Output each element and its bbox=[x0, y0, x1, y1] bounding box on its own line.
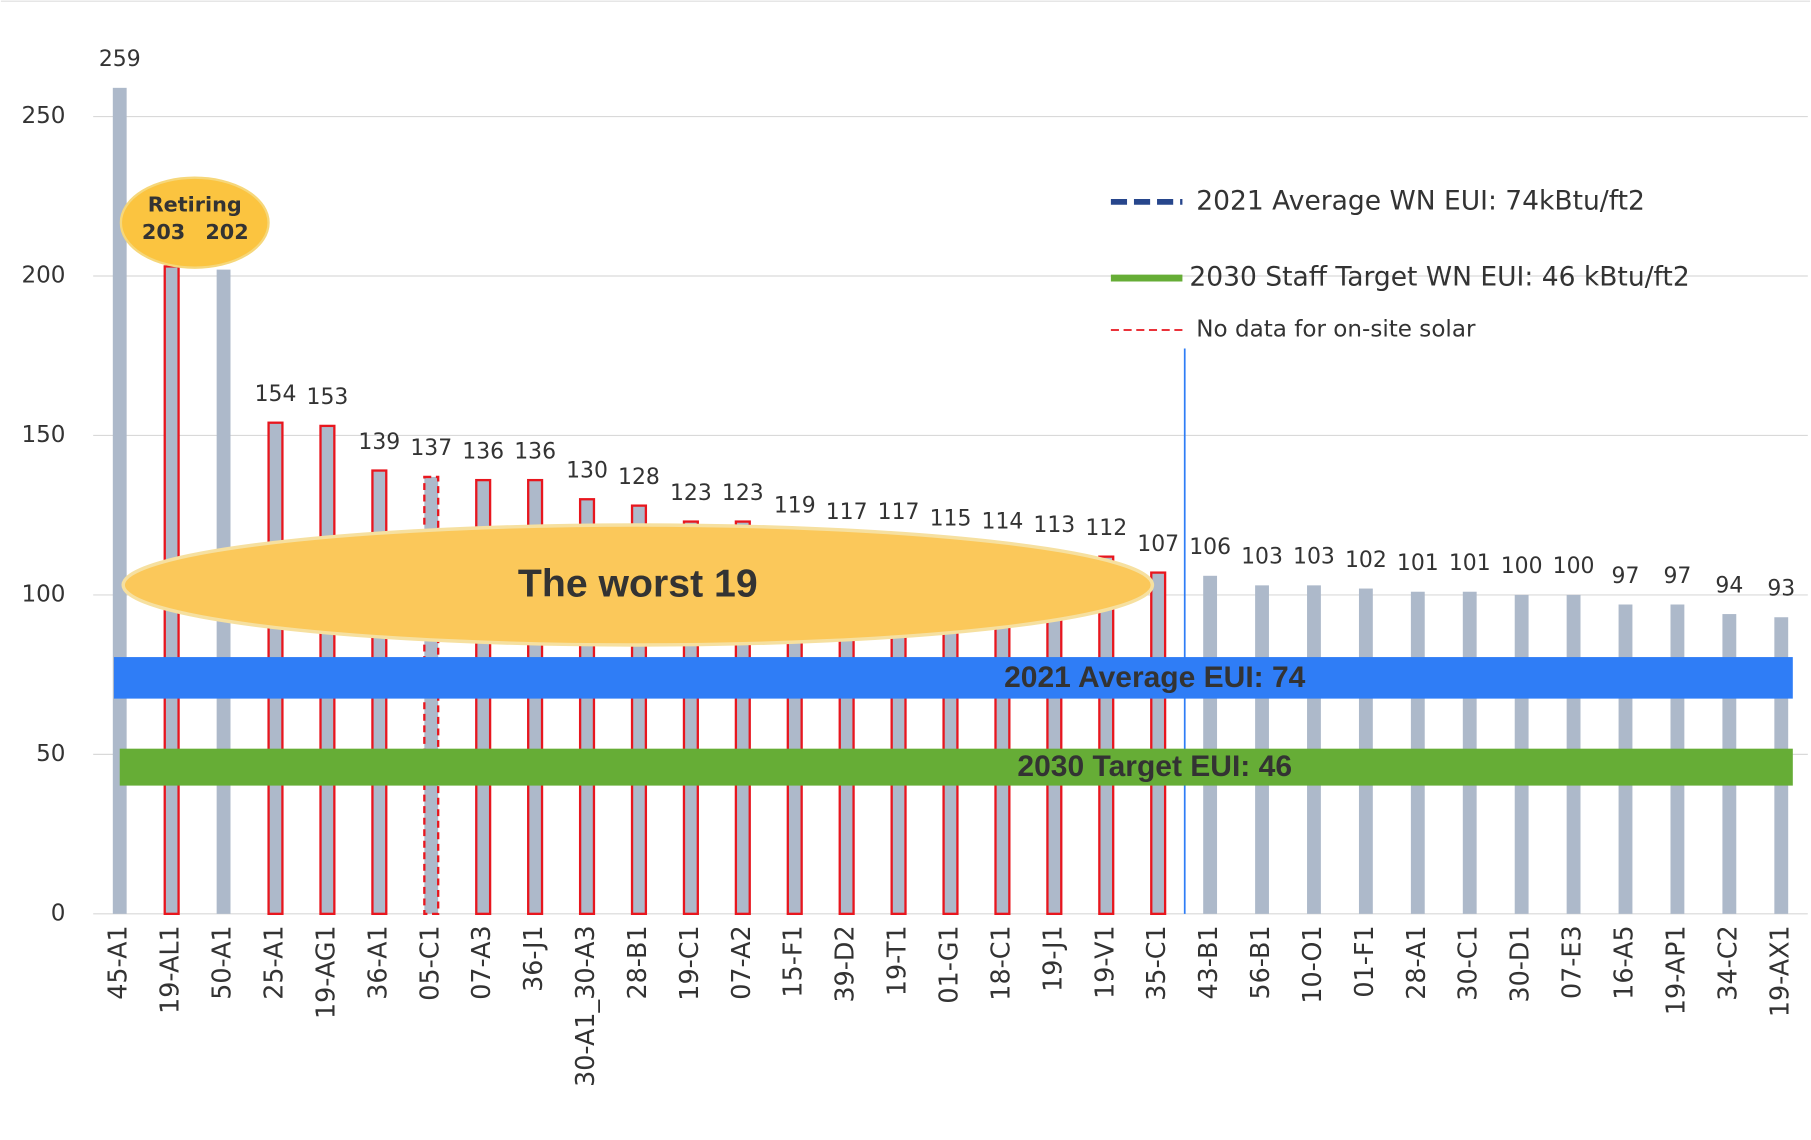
value-label: 106 bbox=[1189, 535, 1231, 560]
value-label: 102 bbox=[1345, 548, 1387, 573]
value-label: 128 bbox=[618, 465, 660, 490]
value-label: 114 bbox=[982, 510, 1024, 535]
x-tick-label: 18-C1 bbox=[985, 925, 1015, 1000]
x-tick-label: 19-V1 bbox=[1089, 925, 1119, 998]
x-tick-label: 19-AL1 bbox=[155, 925, 185, 1014]
value-label: 119 bbox=[774, 494, 816, 519]
value-label: 115 bbox=[930, 506, 972, 531]
callout bbox=[119, 176, 270, 269]
bar bbox=[1203, 575, 1218, 914]
value-label: 107 bbox=[1137, 532, 1179, 557]
x-tick-label: 30-D1 bbox=[1505, 925, 1535, 1002]
bar bbox=[112, 87, 127, 914]
value-label: 130 bbox=[566, 459, 608, 484]
x-tick-label: 45-A1 bbox=[103, 925, 133, 999]
value-label: 123 bbox=[722, 481, 764, 506]
value-label: 154 bbox=[255, 382, 297, 407]
value-label: 101 bbox=[1449, 551, 1491, 576]
y-tick-label: 200 bbox=[21, 263, 65, 289]
reference-band bbox=[113, 657, 1793, 699]
x-tick-label: 19-AX1 bbox=[1764, 925, 1794, 1017]
annotation: The worst 19 bbox=[518, 562, 758, 606]
x-tick-label: 01-F1 bbox=[1349, 925, 1379, 997]
x-tick-label: 07-E3 bbox=[1557, 925, 1587, 999]
x-tick-label: 28-B1 bbox=[622, 925, 652, 999]
value-label: 100 bbox=[1553, 554, 1595, 579]
value-label: 101 bbox=[1397, 551, 1439, 576]
x-tick-label: 36-J1 bbox=[518, 925, 548, 991]
value-label: 139 bbox=[358, 430, 400, 455]
value-label: 259 bbox=[99, 47, 141, 72]
x-tick-label: 50-A1 bbox=[207, 925, 237, 999]
x-tick-label: 35-C1 bbox=[1141, 925, 1171, 1000]
value-label: 136 bbox=[462, 439, 504, 464]
value-label: 136 bbox=[514, 439, 556, 464]
x-tick-label: 19-J1 bbox=[1037, 925, 1067, 992]
legend-label: 2021 Average WN EUI: 74kBtu/ft2 bbox=[1196, 185, 1645, 216]
x-tick-label: 30-A1_30-A3 bbox=[570, 925, 600, 1086]
x-tick-label: 01-G1 bbox=[934, 925, 964, 1003]
y-tick-label: 150 bbox=[21, 422, 65, 448]
x-tick-label: 28-A1 bbox=[1401, 925, 1431, 999]
value-label: 94 bbox=[1715, 573, 1743, 598]
x-tick-label: 43-B1 bbox=[1193, 925, 1223, 999]
x-tick-label: 16-A5 bbox=[1608, 925, 1638, 999]
y-tick-label: 100 bbox=[21, 581, 65, 607]
y-tick-label: 250 bbox=[21, 103, 65, 129]
x-tick-label: 19-AG1 bbox=[310, 925, 340, 1019]
legend-label: No data for on-site solar bbox=[1196, 317, 1476, 343]
value-label: 123 bbox=[670, 481, 712, 506]
x-tick-label: 10-O1 bbox=[1297, 925, 1327, 1003]
value-label: 202 bbox=[205, 220, 248, 244]
x-tick-label: 36-A1 bbox=[362, 925, 392, 999]
value-label: 103 bbox=[1293, 545, 1335, 570]
value-label: 93 bbox=[1767, 577, 1795, 602]
x-tick-label: 25-A1 bbox=[259, 925, 289, 999]
reference-band bbox=[119, 748, 1793, 786]
bar bbox=[1098, 555, 1115, 915]
value-label: 153 bbox=[307, 385, 349, 410]
x-tick-label: 19-T1 bbox=[882, 925, 912, 996]
x-tick-label: 39-D2 bbox=[830, 925, 860, 1002]
value-label: 112 bbox=[1085, 516, 1127, 541]
value-label: 137 bbox=[410, 436, 452, 461]
x-tick-label: 34-C2 bbox=[1712, 925, 1742, 1000]
x-tick-label: 19-C1 bbox=[674, 925, 704, 1000]
x-tick-label: 07-A3 bbox=[466, 925, 496, 999]
value-label: 117 bbox=[878, 500, 920, 525]
value-label: 97 bbox=[1663, 564, 1691, 589]
x-tick-label: 30-C1 bbox=[1453, 925, 1483, 1000]
value-label: 97 bbox=[1612, 564, 1640, 589]
reference-label: 2021 Average EUI: 74 bbox=[1004, 661, 1306, 694]
x-tick-label: 56-B1 bbox=[1245, 925, 1275, 999]
annotation: Retiring bbox=[148, 192, 242, 216]
x-tick-label: 19-AP1 bbox=[1660, 925, 1690, 1015]
y-tick-label: 0 bbox=[51, 900, 66, 926]
value-label: 117 bbox=[826, 500, 868, 525]
x-tick-label: 05-C1 bbox=[414, 925, 444, 1000]
callout bbox=[121, 523, 1155, 647]
legend-label: 2030 Staff Target WN EUI: 46 kBtu/ft2 bbox=[1189, 262, 1689, 293]
value-label: 203 bbox=[142, 220, 185, 244]
x-tick-label: 07-A2 bbox=[726, 925, 756, 999]
value-label: 103 bbox=[1241, 545, 1283, 570]
y-tick-label: 50 bbox=[36, 741, 65, 767]
reference-label: 2030 Target EUI: 46 bbox=[1017, 750, 1292, 783]
value-label: 100 bbox=[1501, 554, 1543, 579]
bar bbox=[1150, 571, 1167, 915]
value-label: 113 bbox=[1033, 513, 1075, 538]
x-tick-label: 15-F1 bbox=[778, 925, 808, 997]
